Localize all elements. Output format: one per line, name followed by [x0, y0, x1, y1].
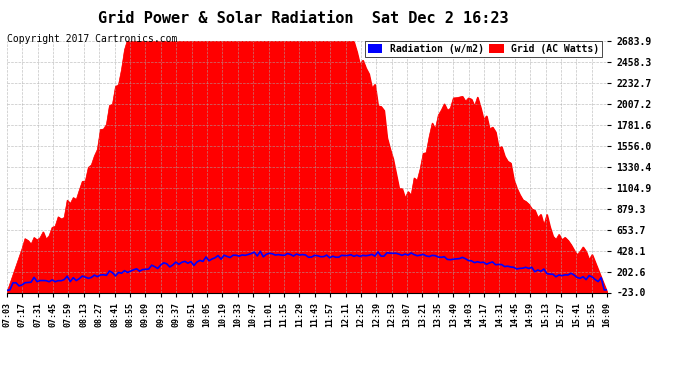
- Text: Copyright 2017 Cartronics.com: Copyright 2017 Cartronics.com: [7, 34, 177, 44]
- Legend: Radiation (w/m2), Grid (AC Watts): Radiation (w/m2), Grid (AC Watts): [365, 41, 602, 57]
- Text: Grid Power & Solar Radiation  Sat Dec 2 16:23: Grid Power & Solar Radiation Sat Dec 2 1…: [98, 11, 509, 26]
